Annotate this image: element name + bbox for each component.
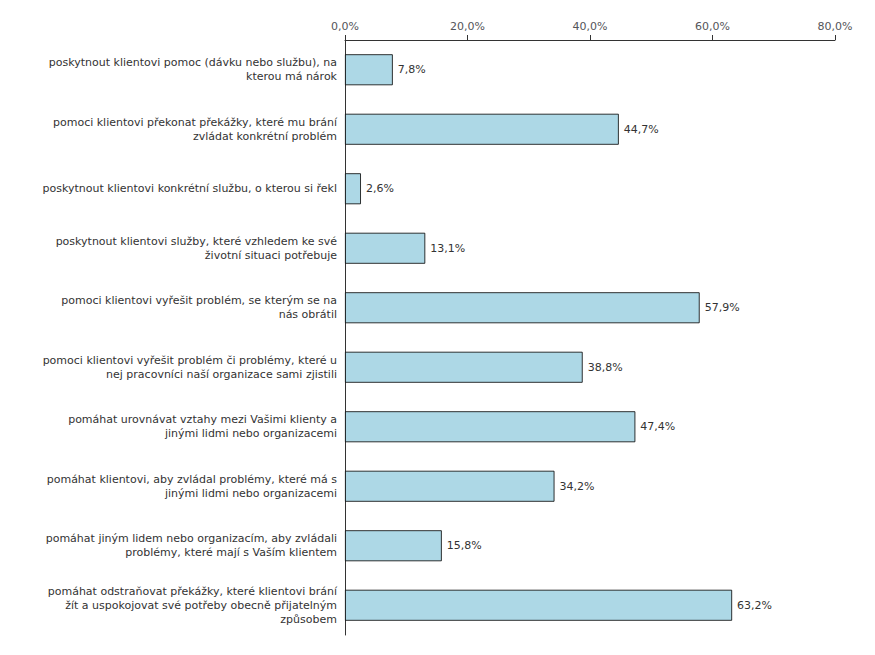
svg-text:0,0%: 0,0%: [331, 20, 359, 33]
svg-text:kterou má nárok: kterou má nárok: [246, 70, 338, 83]
svg-text:pomáhat urovnávat vztahy mezi: pomáhat urovnávat vztahy mezi Vašimi kli…: [68, 413, 337, 426]
svg-text:44,7%: 44,7%: [624, 123, 659, 136]
svg-text:problémy, které mají s Vaším k: problémy, které mají s Vaším klientem: [125, 546, 337, 559]
svg-text:poskytnout klientovi konkrétní: poskytnout klientovi konkrétní službu, o…: [43, 182, 337, 195]
svg-text:15,8%: 15,8%: [447, 539, 482, 552]
svg-text:poskytnout klientovi služby, k: poskytnout klientovi služby, které vzhle…: [56, 235, 338, 248]
svg-text:poskytnout klientovi pomoc (dá: poskytnout klientovi pomoc (dávku nebo s…: [49, 56, 337, 69]
svg-text:pomoci klientovi vyřešit probl: pomoci klientovi vyřešit problém, se kte…: [61, 294, 337, 307]
svg-text:zvládat konkrétní problém: zvládat konkrétní problém: [193, 130, 337, 143]
svg-text:pomoci klientovi vyřešit probl: pomoci klientovi vyřešit problém či prob…: [43, 354, 337, 367]
svg-text:20,0%: 20,0%: [450, 20, 485, 33]
svg-text:životní situaci potřebuje: životní situaci potřebuje: [205, 249, 337, 262]
svg-text:způsobem: způsobem: [280, 613, 337, 626]
svg-text:63,2%: 63,2%: [737, 599, 772, 612]
svg-text:7,8%: 7,8%: [398, 63, 426, 76]
svg-text:jinými lidmi nebo organizacemi: jinými lidmi nebo organizacemi: [164, 427, 337, 440]
svg-text:38,8%: 38,8%: [588, 361, 623, 374]
svg-text:57,9%: 57,9%: [705, 301, 740, 314]
svg-text:pomáhat odstraňovat překážky,: pomáhat odstraňovat překážky, které klie…: [48, 585, 338, 598]
svg-text:2,6%: 2,6%: [366, 182, 394, 195]
svg-text:jinými lidmi nebo organizacemi: jinými lidmi nebo organizacemi: [164, 487, 337, 500]
svg-text:žít a uspokojovat své potřeby: žít a uspokojovat své potřeby obecně při…: [65, 599, 337, 612]
svg-text:47,4%: 47,4%: [640, 420, 675, 433]
svg-text:pomoci klientovi překonat přek: pomoci klientovi překonat překážky, kter…: [53, 116, 338, 129]
svg-text:nás obrátil: nás obrátil: [279, 308, 337, 321]
svg-text:60,0%: 60,0%: [695, 20, 730, 33]
svg-text:34,2%: 34,2%: [559, 480, 594, 493]
svg-text:13,1%: 13,1%: [430, 242, 465, 255]
svg-text:pomáhat klientovi, aby zvládal: pomáhat klientovi, aby zvládal problémy,…: [47, 473, 338, 486]
svg-text:nej pracovníci naší organizace: nej pracovníci naší organizace sami zjis…: [106, 368, 337, 381]
svg-text:pomáhat jiným lidem nebo organ: pomáhat jiným lidem nebo organizacím, ab…: [46, 532, 337, 545]
svg-text:80,0%: 80,0%: [818, 20, 853, 33]
svg-text:40,0%: 40,0%: [573, 20, 608, 33]
